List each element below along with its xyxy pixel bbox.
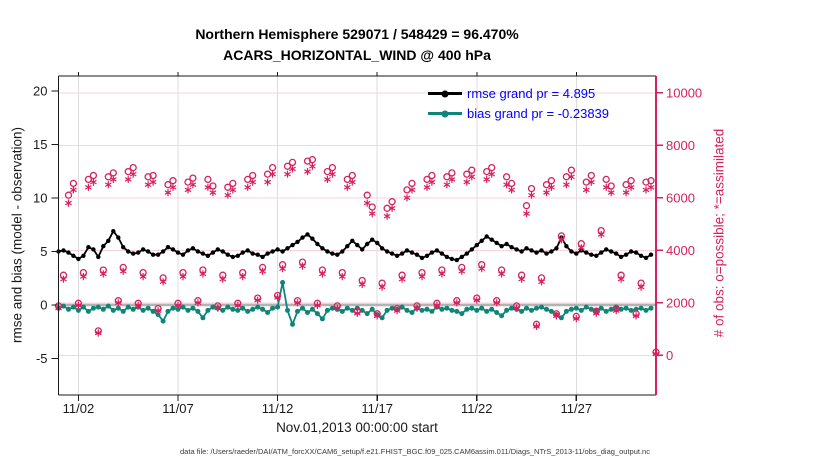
assimilated-markers: [55, 162, 660, 358]
x-tick-label: 11/12: [262, 401, 294, 416]
legend: rmse grand pr = 4.895 bias grand pr = -0…: [428, 84, 609, 123]
rmse-legend-line: [428, 90, 462, 97]
bias-legend-dot: [441, 110, 449, 117]
x-tick-label: 11/27: [561, 401, 593, 416]
rmse-legend-dot: [441, 90, 449, 97]
bias-legend-line: [428, 110, 462, 117]
chart-title-block: Northern Hemisphere 529071 / 548429 = 96…: [58, 24, 656, 66]
left-y-tick-label: 10: [33, 191, 47, 206]
left-y-tick-label: -5: [36, 351, 48, 366]
chart-title-line2: ACARS_HORIZONTAL_WIND @ 400 hPa: [223, 47, 491, 63]
right-y-tick-label: 2000: [666, 295, 695, 310]
rmse-legend-label: rmse grand pr = 4.895: [467, 86, 596, 101]
bias-markers: [56, 280, 654, 327]
rmse-markers: [56, 229, 654, 263]
x-tick-label: 11/22: [461, 401, 493, 416]
data-file-note: data file: /Users/raeder/DAI/ATM_forcXX/…: [180, 447, 650, 456]
right-y-tick-label: 6000: [666, 190, 695, 205]
right-y-tick-label: 8000: [666, 138, 695, 153]
bias-legend-label: bias grand pr = -0.23839: [467, 106, 610, 121]
chart-title-line1: Northern Hemisphere 529071 / 548429 = 96…: [195, 26, 519, 42]
left-y-tick-label: 20: [33, 84, 47, 99]
right-y-tick-label: 10000: [666, 85, 702, 100]
right-y-tick-label: 4000: [666, 243, 695, 258]
left-y-tick-label: 0: [40, 298, 47, 313]
x-tick-label: 11/17: [361, 401, 393, 416]
x-tick-label: 11/07: [162, 401, 194, 416]
right-y-tick-label: 0: [666, 348, 673, 363]
legend-row-rmse: rmse grand pr = 4.895: [428, 84, 609, 103]
y-axis-label-right: # of obs: o=possible; *=assimilated: [711, 128, 727, 338]
legend-row-bias: bias grand pr = -0.23839: [428, 104, 609, 123]
left-y-tick-label: 5: [40, 244, 47, 259]
left-y-tick-label: 15: [33, 137, 47, 152]
x-axis-label: Nov.01,2013 00:00:00 start: [276, 420, 438, 435]
x-tick-label: 11/02: [63, 401, 95, 416]
y-axis-label-left: rmse and bias (model - observation): [9, 126, 25, 344]
